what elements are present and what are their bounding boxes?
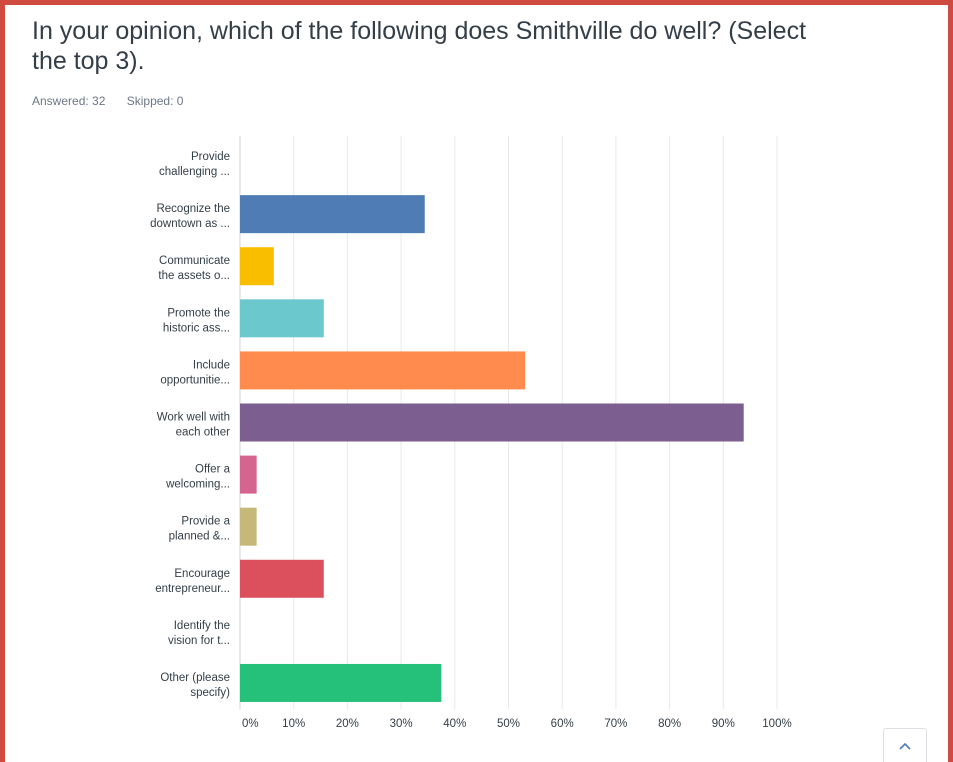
x-tick-label: 30%	[390, 718, 413, 730]
bar[interactable]	[240, 663, 442, 702]
bar[interactable]	[240, 195, 425, 234]
category-label: Encourage entrepreneur...	[155, 568, 230, 595]
category-label: Communicate the assets o...	[158, 255, 230, 282]
x-tick-label: 70%	[604, 718, 627, 730]
category-label: Other (please specify)	[160, 672, 230, 699]
category-label: Recognize the downtown as ...	[150, 203, 230, 230]
x-tick-label: 0%	[242, 718, 259, 730]
answered-count: Answered: 32	[32, 94, 106, 108]
bar[interactable]	[240, 247, 274, 286]
question-title-line2: the top 3).	[32, 47, 145, 75]
category-label: Promote the historic ass...	[163, 307, 230, 334]
bar[interactable]	[240, 455, 257, 494]
x-tick-label: 20%	[336, 718, 359, 730]
skipped-count: Skipped: 0	[126, 94, 184, 108]
category-label: Identify the vision for t...	[168, 620, 230, 647]
bar[interactable]	[240, 299, 324, 338]
x-tick-label: 100%	[762, 718, 791, 730]
bar[interactable]	[240, 559, 324, 598]
question-title-line1: In your opinion, which of the following …	[32, 17, 807, 45]
bar[interactable]	[240, 351, 526, 390]
chevron-up-icon	[899, 742, 911, 750]
bar[interactable]	[240, 403, 744, 442]
x-tick-label: 50%	[497, 718, 520, 730]
x-tick-label: 10%	[282, 718, 305, 730]
x-tick-label: 90%	[712, 718, 735, 730]
category-label: Provide challenging ...	[159, 151, 230, 178]
category-label: Work well with each other	[157, 412, 230, 439]
category-label: Provide a planned &...	[169, 516, 231, 543]
x-tick-label: 40%	[443, 718, 466, 730]
x-tick-label: 60%	[551, 718, 574, 730]
category-label: Offer a welcoming...	[165, 464, 231, 491]
category-label: Include opportunitie...	[160, 359, 230, 386]
response-stats: Answered: 32 Skipped: 0	[32, 94, 201, 108]
scroll-to-top-button[interactable]	[883, 728, 927, 762]
bar[interactable]	[240, 507, 257, 546]
question-title: In your opinion, which of the following …	[32, 16, 932, 76]
x-tick-label: 80%	[658, 718, 681, 730]
